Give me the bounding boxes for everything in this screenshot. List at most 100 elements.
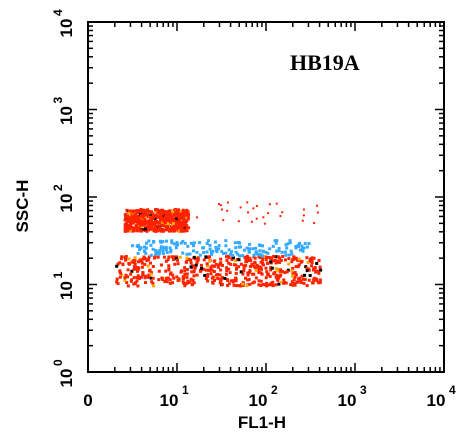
- x-tick-exponent: 2: [271, 383, 278, 397]
- data-point: [251, 247, 255, 251]
- data-point: [189, 277, 193, 281]
- data-point: [290, 260, 294, 264]
- x-tick-label: 10: [249, 391, 268, 410]
- y-tick-exponent: 3: [51, 97, 65, 104]
- data-point: [224, 251, 228, 255]
- data-point: [146, 213, 150, 217]
- data-point: [123, 218, 127, 222]
- data-point: [176, 262, 180, 266]
- data-point: [168, 281, 172, 285]
- data-point: [284, 243, 288, 247]
- data-point: [295, 280, 299, 284]
- data-point: [179, 229, 183, 233]
- data-point: [171, 281, 175, 285]
- data-point: [131, 210, 135, 214]
- data-point: [176, 243, 180, 247]
- data-point: [316, 204, 319, 207]
- data-point: [172, 276, 176, 280]
- data-point: [257, 283, 261, 287]
- data-point: [135, 209, 139, 213]
- data-point: [311, 268, 315, 272]
- data-point: [150, 280, 154, 284]
- data-point: [234, 271, 238, 275]
- data-point: [315, 277, 319, 281]
- data-point: [236, 252, 240, 256]
- data-point: [234, 259, 238, 263]
- data-point: [284, 253, 288, 257]
- data-point: [143, 219, 147, 223]
- data-point: [195, 260, 199, 264]
- data-point: [246, 273, 250, 277]
- x-tick-exponent: 3: [360, 383, 367, 397]
- data-point: [183, 226, 187, 230]
- data-point: [294, 265, 298, 269]
- data-point: [206, 274, 210, 278]
- data-point: [302, 208, 305, 211]
- data-point: [260, 267, 264, 271]
- data-point: [177, 225, 181, 229]
- data-point: [146, 215, 150, 219]
- data-point: [192, 274, 196, 278]
- data-point: [168, 209, 172, 213]
- data-point: [159, 208, 163, 212]
- data-point: [209, 272, 213, 276]
- data-point: [261, 258, 265, 262]
- data-point: [217, 244, 221, 248]
- data-point: [297, 257, 301, 261]
- data-point: [164, 269, 168, 273]
- data-point: [310, 259, 314, 263]
- data-point: [154, 208, 158, 212]
- data-point: [266, 261, 270, 265]
- data-point: [144, 251, 148, 255]
- data-point: [212, 259, 216, 263]
- data-point: [183, 272, 187, 276]
- data-point: [243, 255, 247, 259]
- data-point: [231, 254, 235, 258]
- data-point: [242, 269, 246, 273]
- data-point: [148, 219, 152, 223]
- data-point: [274, 275, 278, 279]
- data-point: [241, 254, 245, 258]
- data-point: [257, 253, 261, 257]
- data-point: [278, 260, 282, 264]
- data-point: [160, 276, 164, 280]
- data-point: [308, 259, 312, 263]
- data-point: [130, 218, 134, 222]
- data-point: [253, 266, 257, 270]
- data-point: [187, 213, 191, 217]
- data-point: [167, 213, 171, 217]
- x-tick-label: 10: [338, 391, 357, 410]
- data-point: [149, 243, 153, 247]
- y-tick-label: 10: [57, 369, 76, 388]
- data-point: [136, 220, 140, 224]
- data-point: [171, 222, 175, 226]
- data-point: [182, 220, 186, 224]
- data-point: [126, 219, 130, 223]
- data-point: [230, 257, 234, 261]
- data-point: [152, 222, 156, 226]
- data-point: [300, 247, 304, 251]
- data-point: [120, 255, 124, 259]
- data-point: [247, 211, 250, 214]
- data-point: [224, 244, 228, 248]
- data-point: [159, 229, 163, 233]
- data-point: [222, 219, 225, 222]
- data-point: [146, 264, 150, 268]
- data-point: [202, 251, 206, 255]
- data-point: [187, 257, 191, 261]
- data-point: [239, 270, 243, 274]
- data-point: [118, 261, 122, 265]
- data-point: [211, 281, 215, 285]
- data-point: [251, 281, 255, 285]
- data-point: [289, 283, 293, 287]
- data-point: [147, 222, 151, 226]
- data-point: [315, 261, 319, 265]
- data-point: [281, 211, 284, 214]
- data-point: [148, 269, 152, 273]
- data-point: [170, 255, 174, 259]
- data-point: [286, 242, 290, 246]
- data-point: [216, 247, 220, 251]
- data-point: [227, 261, 231, 265]
- data-point: [181, 228, 185, 232]
- data-point: [234, 279, 238, 283]
